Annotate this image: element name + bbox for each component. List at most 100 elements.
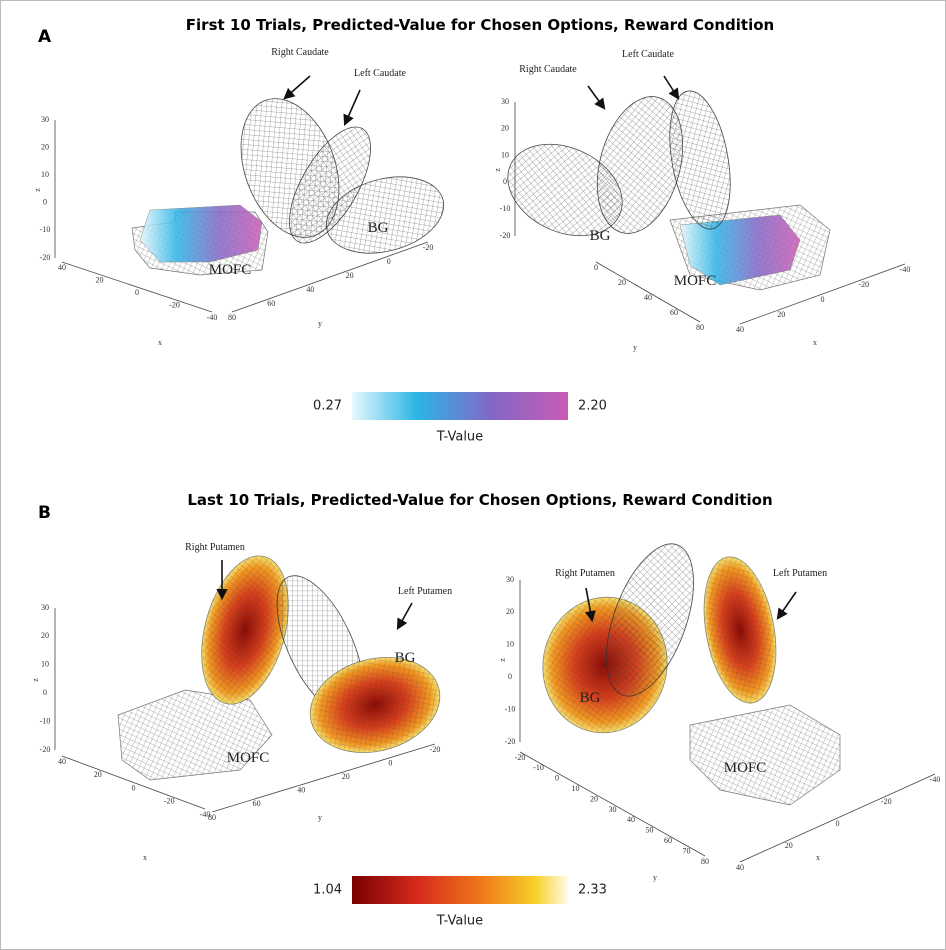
y-axis-name: y xyxy=(318,319,322,328)
z-tick-label: 30 xyxy=(41,603,49,612)
z-tick-label: -10 xyxy=(40,225,51,234)
x-axis-name: x xyxy=(813,338,817,347)
mofc-activation xyxy=(139,204,263,263)
z-tick-label: 30 xyxy=(41,115,49,124)
z-tick-label: -20 xyxy=(505,737,516,746)
wireframe xyxy=(606,543,694,697)
x-axis xyxy=(739,263,906,325)
z-tick-label: 0 xyxy=(503,177,507,186)
colorbar-gradient xyxy=(352,392,568,420)
z-axis-name: z xyxy=(493,168,502,172)
structure-label: MOFC xyxy=(209,262,252,278)
z-axis-name: z xyxy=(31,678,40,682)
z-tick-label: -10 xyxy=(40,716,51,725)
arrow xyxy=(587,85,606,110)
y-tick-label: -20 xyxy=(423,243,434,252)
structure-label: Right Caudate xyxy=(271,47,329,58)
z-axis-name: z xyxy=(498,658,507,662)
structure-label: Left Putamen xyxy=(773,568,827,579)
brain-view: 30 20 10 0 -10 -20 40 20 0 -20 -40 0 20 40 60 80 x y z Righ… xyxy=(493,49,910,352)
y-tick-label: 20 xyxy=(342,772,350,781)
x-tick-label: 0 xyxy=(821,295,825,304)
z-tick-label: 10 xyxy=(506,640,514,649)
y-axis xyxy=(231,241,429,313)
colorbar-min: 1.04 xyxy=(313,883,342,898)
z-axis-name: z xyxy=(33,188,42,192)
arrow xyxy=(396,602,413,630)
mofc-wireframe xyxy=(117,689,273,781)
x-tick-label: 0 xyxy=(132,783,136,792)
arrow xyxy=(283,75,311,100)
structure-label: BG xyxy=(368,220,389,236)
z-tick-label: 0 xyxy=(43,198,47,207)
z-tick-label: 20 xyxy=(501,124,509,133)
mofc-wireframe xyxy=(689,704,841,806)
z-tick-label: 10 xyxy=(41,660,49,669)
panel: Last 10 Trials, Predicted-Value for Chos… xyxy=(31,491,940,929)
colorbar-max: 2.20 xyxy=(578,399,607,414)
y-axis xyxy=(595,261,701,323)
z-tick-label: 10 xyxy=(501,150,509,159)
structure-label: Right Caudate xyxy=(519,64,577,75)
x-axis-name: x xyxy=(158,338,162,347)
y-tick-label: -10 xyxy=(533,763,544,772)
z-tick-label: 0 xyxy=(508,672,512,681)
wireframe xyxy=(669,90,731,230)
x-tick-label: 20 xyxy=(785,841,793,850)
y-tick-label: 40 xyxy=(627,815,635,824)
y-tick-label: 60 xyxy=(267,299,275,308)
z-tick-label: -20 xyxy=(40,745,51,754)
x-tick-label: -40 xyxy=(207,313,218,322)
y-tick-label: 80 xyxy=(208,813,216,822)
x-axis xyxy=(739,773,936,863)
x-tick-label: -20 xyxy=(881,797,892,806)
x-tick-label: 40 xyxy=(58,757,66,766)
y-axis-name: y xyxy=(318,813,322,822)
y-tick-label: 0 xyxy=(388,758,392,767)
structure-label: BG xyxy=(395,650,416,666)
arrow xyxy=(584,587,596,623)
z-tick-label: -10 xyxy=(505,704,516,713)
x-tick-label: -40 xyxy=(200,810,211,819)
panel-title: First 10 Trials, Predicted-Value for Cho… xyxy=(186,16,774,34)
y-tick-label: 30 xyxy=(609,805,617,814)
colorbar-gradient xyxy=(352,876,568,904)
z-tick-label: -20 xyxy=(40,253,51,262)
z-tick-label: -10 xyxy=(500,204,511,213)
z-tick-label: 10 xyxy=(41,170,49,179)
colorbar-label: T-Value xyxy=(436,430,483,445)
panel-title: Last 10 Trials, Predicted-Value for Chos… xyxy=(187,491,772,509)
x-tick-label: -20 xyxy=(169,300,180,309)
x-tick-label: 20 xyxy=(777,310,785,319)
x-axis xyxy=(61,755,206,810)
y-tick-label: 80 xyxy=(228,313,236,322)
y-tick-label: -20 xyxy=(430,745,441,754)
z-tick-label: 30 xyxy=(506,575,514,584)
y-tick-label: 0 xyxy=(594,263,598,272)
x-tick-label: 40 xyxy=(58,263,66,272)
colorbar: 0.27 2.20 T-Value xyxy=(313,392,607,445)
wireframe xyxy=(309,656,441,754)
colorbar-min: 0.27 xyxy=(313,399,342,414)
structure-label: Right Putamen xyxy=(185,542,245,553)
y-tick-label: 20 xyxy=(590,794,598,803)
y-tick-label: 40 xyxy=(306,285,314,294)
wireframe xyxy=(703,556,777,704)
structure-label: MOFC xyxy=(227,750,270,766)
y-axis xyxy=(211,743,436,813)
y-axis-name: y xyxy=(653,873,657,882)
y-tick-label: 80 xyxy=(696,323,704,332)
y-tick-label: 60 xyxy=(670,308,678,317)
panel-letter: B xyxy=(38,503,51,523)
y-tick-label: -20 xyxy=(515,753,526,762)
structure-label: BG xyxy=(580,690,601,706)
x-tick-label: 40 xyxy=(736,325,744,334)
z-tick-label: 20 xyxy=(41,631,49,640)
y-tick-label: 20 xyxy=(618,278,626,287)
x-tick-label: -20 xyxy=(164,797,175,806)
z-tick-label: 20 xyxy=(41,142,49,151)
panel: First 10 Trials, Predicted-Value for Cho… xyxy=(33,16,910,445)
z-tick-label: 20 xyxy=(506,607,514,616)
